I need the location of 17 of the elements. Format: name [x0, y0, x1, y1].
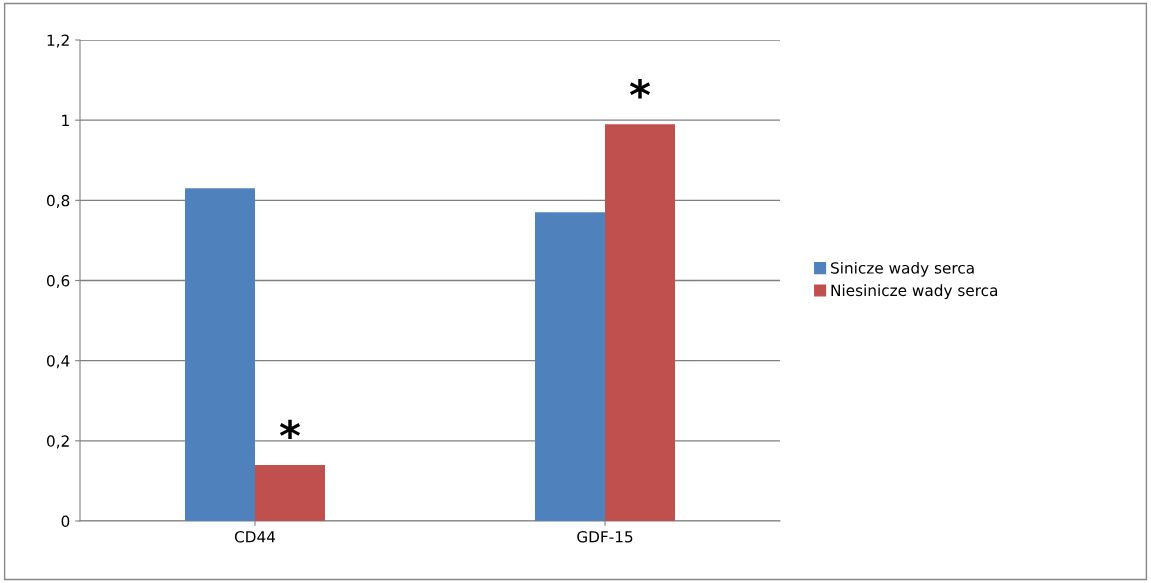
y-tick-label: 0,2 — [46, 435, 69, 449]
y-tick-label: 0,4 — [46, 355, 70, 369]
y-tick-label: 0,6 — [46, 274, 70, 289]
legend-label: Sinicze wady serca — [831, 261, 974, 277]
bar — [535, 212, 605, 521]
x-tick-label: CD44 — [234, 530, 276, 543]
bar — [185, 188, 255, 521]
y-tick-label: 1 — [62, 114, 69, 126]
annotation: * — [629, 79, 651, 99]
y-tick-label: 0 — [61, 515, 70, 528]
x-tick-label: GDF-15 — [577, 530, 633, 543]
legend-label: Niesinicze wady serca — [831, 284, 998, 300]
y-tick-label: 1,2 — [47, 34, 69, 48]
annotation: * — [279, 419, 301, 440]
bar — [605, 124, 675, 521]
bar — [255, 464, 325, 521]
y-tick-label: 0,8 — [46, 194, 70, 208]
